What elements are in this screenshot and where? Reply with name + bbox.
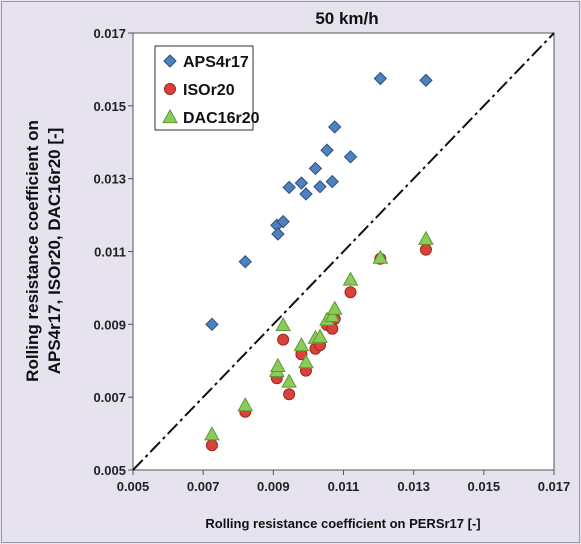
point-aps4r17 xyxy=(294,176,309,190)
point-isor20 xyxy=(277,333,290,346)
point-dac16r20 xyxy=(324,307,341,323)
point-dac16r20 xyxy=(342,271,359,286)
y-tick-label: 0.011 xyxy=(94,245,126,260)
data-points xyxy=(204,71,434,452)
point-dac16r20 xyxy=(326,300,343,315)
point-aps4r17 xyxy=(271,227,285,241)
y-axis-title: Rolling resistance coefficient on APS4r1… xyxy=(23,120,64,382)
point-dac16r20 xyxy=(418,230,434,245)
point-aps4r17 xyxy=(282,180,296,195)
point-dac16r20 xyxy=(237,397,254,412)
point-aps4r17 xyxy=(373,71,388,86)
reference-line xyxy=(132,32,555,471)
point-aps4r17 xyxy=(325,174,339,189)
point-isor20 xyxy=(344,286,357,299)
point-dac16r20 xyxy=(372,249,389,264)
legend-marker-aps4r17 xyxy=(163,54,177,68)
legend-label-dac16r20: DAC16r20 xyxy=(183,110,260,127)
point-dac16r20 xyxy=(293,337,310,352)
y-tick-label: 0.013 xyxy=(93,172,126,187)
point-dac16r20 xyxy=(270,357,286,372)
x-tick-label: 0.017 xyxy=(538,479,571,494)
point-aps4r17 xyxy=(419,73,433,88)
y-tick-label: 0.009 xyxy=(93,317,126,332)
point-dac16r20 xyxy=(275,317,292,332)
y-axis-ticks: 0.005 0.007 0.009 0.011 0.013 0.015 0.017 xyxy=(93,26,133,478)
point-dac16r20 xyxy=(312,328,328,343)
legend-label-aps4r17: APS4r17 xyxy=(183,54,249,71)
point-isor20 xyxy=(283,388,296,401)
x-tick-label: 0.007 xyxy=(187,479,220,494)
x-tick-label: 0.011 xyxy=(328,479,360,494)
point-aps4r17 xyxy=(308,161,323,176)
y-tick-label: 0.005 xyxy=(93,463,126,478)
y-axis-title-line1: Rolling resistance coefficient on xyxy=(23,120,42,382)
x-tick-label: 0.005 xyxy=(117,479,150,494)
x-tick-label: 0.013 xyxy=(397,479,430,494)
y-tick-label: 0.015 xyxy=(93,99,126,114)
legend-marker-dac16r20 xyxy=(162,108,178,124)
legend-marker-isor20 xyxy=(164,83,176,95)
x-tick-label: 0.009 xyxy=(257,479,290,494)
point-isor20 xyxy=(419,243,432,256)
point-aps4r17 xyxy=(343,150,358,164)
point-aps4r17 xyxy=(313,179,327,194)
y-axis-title-line2: APS4r17, ISOr20, DAC16r20 [-] xyxy=(45,128,64,375)
chart-title: 50 km/h xyxy=(315,9,378,28)
legend: APS4r17 ISOr20 DAC16r20 xyxy=(154,45,260,131)
point-isor20 xyxy=(205,439,218,452)
point-dac16r20 xyxy=(204,426,220,441)
y-tick-label: 0.017 xyxy=(93,26,126,41)
x-axis-ticks: 0.005 0.007 0.009 0.011 0.013 0.015 0.017 xyxy=(117,470,571,494)
point-aps4r17 xyxy=(276,214,290,229)
point-aps4r17 xyxy=(328,120,342,134)
point-aps4r17 xyxy=(320,143,334,157)
point-aps4r17 xyxy=(238,254,252,269)
legend-label-isor20: ISOr20 xyxy=(183,82,235,99)
x-tick-label: 0.015 xyxy=(468,479,501,494)
point-dac16r20 xyxy=(298,354,314,369)
point-aps4r17 xyxy=(205,317,219,332)
y-tick-label: 0.007 xyxy=(93,390,126,405)
x-axis-title: Rolling resistance coefficient on PERSr1… xyxy=(205,516,480,531)
point-aps4r17 xyxy=(299,187,313,201)
point-dac16r20 xyxy=(281,373,297,388)
